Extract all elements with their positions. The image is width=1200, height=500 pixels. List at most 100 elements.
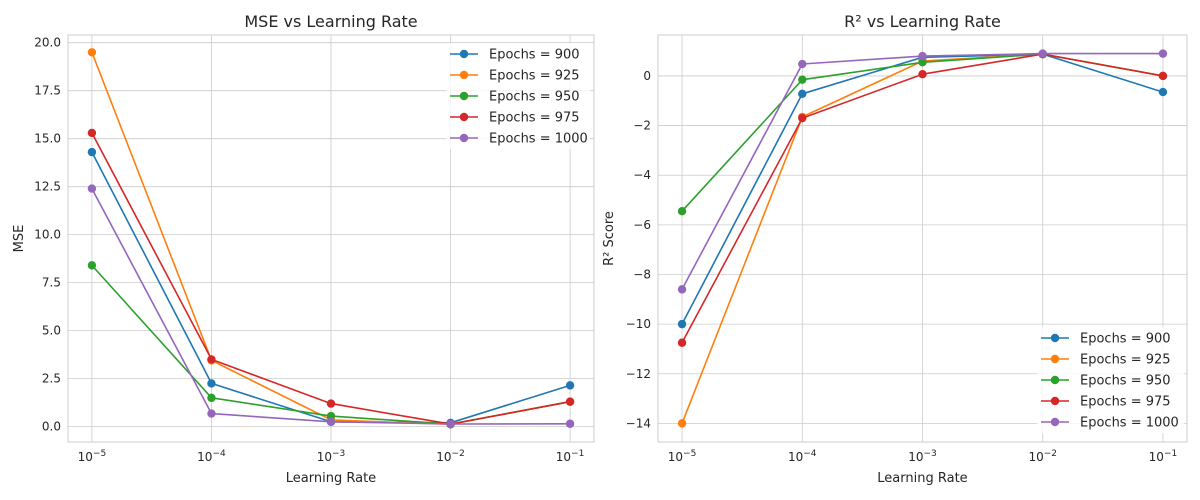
y-tick-label: 0.0 — [42, 420, 61, 434]
x-tick-exponent: −5 — [683, 449, 696, 459]
data-point — [326, 399, 336, 408]
y-axis-label: MSE — [12, 225, 27, 253]
legend-label: Epochs = 1000 — [489, 132, 588, 147]
data-point — [565, 381, 575, 390]
data-point — [918, 51, 927, 61]
legend-marker — [1050, 333, 1060, 343]
x-tick-exponent: −4 — [803, 449, 817, 459]
data-point — [565, 397, 575, 406]
x-tick-label: 10−2 — [436, 449, 465, 464]
x-tick-base: 10 — [788, 450, 803, 464]
data-point — [87, 48, 97, 57]
data-point — [677, 419, 687, 428]
x-tick-label: 10−3 — [908, 449, 937, 464]
y-tick-label: 15.0 — [34, 132, 61, 146]
data-point — [677, 319, 687, 329]
data-point — [565, 419, 575, 428]
x-tick-label: 10−3 — [317, 449, 346, 464]
data-point — [918, 58, 927, 67]
legend-label: Epochs = 1000 — [1080, 416, 1179, 431]
y-tick-label: 20.0 — [34, 36, 61, 50]
data-point — [1038, 49, 1047, 58]
data-point — [798, 75, 807, 84]
legend-marker — [1050, 417, 1060, 427]
x-tick-label: 10−5 — [78, 449, 107, 464]
x-tick-base: 10 — [1149, 450, 1164, 464]
legend: Epochs = 900 Epochs = 925 Epochs = 950 Epoc… — [1037, 327, 1184, 433]
legend-label: Epochs = 900 — [1080, 332, 1171, 347]
x-tick-label: 10−1 — [556, 449, 585, 464]
data-point — [326, 411, 336, 421]
x-tick-exponent: −1 — [571, 449, 584, 459]
data-point — [677, 207, 687, 216]
legend-label: Epochs = 925 — [489, 69, 580, 84]
data-point — [677, 338, 687, 347]
x-axis-label: Learning Rate — [877, 471, 967, 486]
x-tick-base: 10 — [908, 450, 923, 464]
data-point — [87, 147, 97, 157]
legend-marker — [459, 70, 469, 80]
data-point — [207, 393, 216, 403]
y-tick-label: 2.5 — [42, 372, 61, 386]
y-tick-label: 0 — [643, 69, 651, 83]
chart-title: R² vs Learning Rate — [844, 12, 1001, 31]
y-tick-label: 17.5 — [34, 84, 61, 98]
data-point — [87, 184, 97, 193]
legend-marker — [1050, 375, 1060, 385]
legend-label: Epochs = 950 — [489, 90, 580, 105]
data-point — [446, 419, 455, 429]
legend: Epochs = 900 Epochs = 925 Epochs = 950 Epoc… — [446, 43, 590, 149]
legend-label: Epochs = 975 — [489, 111, 580, 126]
legend-marker — [459, 112, 469, 122]
x-tick-base: 10 — [1028, 450, 1043, 464]
chart-title: MSE vs Learning Rate — [244, 12, 417, 31]
legend-label: Epochs = 925 — [1080, 353, 1171, 368]
x-tick-exponent: −1 — [1164, 449, 1177, 459]
data-point — [798, 89, 807, 99]
y-tick-label: 10.0 — [34, 228, 61, 242]
x-tick-exponent: −5 — [93, 449, 106, 459]
data-point — [798, 59, 807, 69]
legend-marker — [1050, 396, 1060, 406]
data-point — [1158, 87, 1168, 97]
legend-marker — [459, 91, 469, 101]
data-point — [87, 128, 97, 138]
data-point — [1158, 71, 1168, 81]
y-tick-label: −6 — [633, 218, 651, 232]
data-point — [798, 113, 807, 123]
data-point — [207, 355, 216, 364]
legend-marker — [1050, 354, 1060, 364]
x-tick-base: 10 — [668, 450, 683, 464]
data-point — [677, 285, 687, 294]
legend-label: Epochs = 900 — [489, 48, 580, 63]
x-tick-exponent: −4 — [212, 449, 226, 459]
x-tick-exponent: −3 — [924, 449, 937, 459]
y-tick-label: 5.0 — [42, 324, 61, 338]
x-tick-base: 10 — [78, 450, 93, 464]
plot-frame — [657, 34, 1188, 443]
data-point — [87, 261, 97, 270]
data-point — [918, 70, 927, 79]
data-point — [326, 417, 336, 427]
y-tick-label: −14 — [626, 416, 651, 430]
x-tick-base: 10 — [317, 450, 332, 464]
y-tick-label: 12.5 — [34, 180, 61, 194]
y-axis-label: R² Score — [602, 211, 617, 266]
x-tick-base: 10 — [197, 450, 212, 464]
x-tick-exponent: −2 — [452, 449, 465, 459]
y-tick-label: 7.5 — [42, 276, 61, 290]
x-tick-base: 10 — [436, 450, 451, 464]
data-point — [1158, 49, 1168, 58]
x-tick-label: 10−4 — [197, 449, 226, 464]
y-tick-label: −12 — [626, 367, 651, 381]
plot-frame — [67, 34, 595, 443]
x-axis-label: Learning Rate — [286, 471, 376, 486]
legend-marker — [459, 49, 469, 59]
x-tick-exponent: −2 — [1044, 449, 1057, 459]
x-tick-label: 10−4 — [788, 449, 817, 464]
x-tick-base: 10 — [556, 450, 571, 464]
x-tick-label: 10−2 — [1028, 449, 1057, 464]
legend-label: Epochs = 975 — [1080, 395, 1171, 410]
